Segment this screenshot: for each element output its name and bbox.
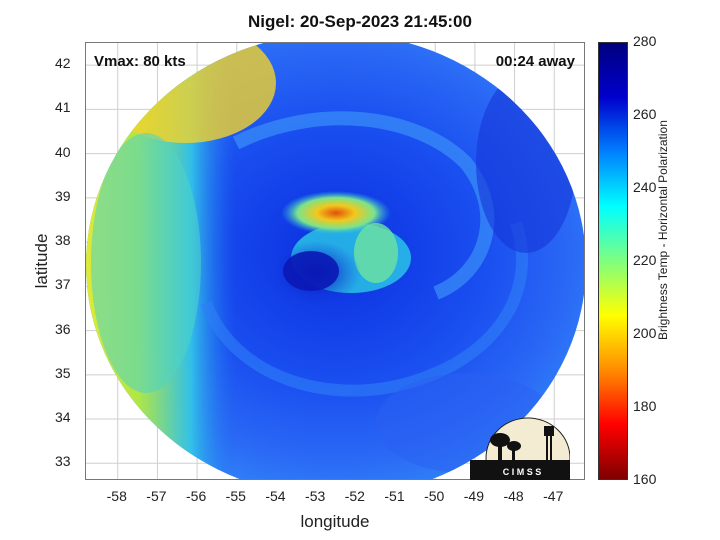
x-axis-label: longitude	[300, 512, 370, 531]
y-tick-label: 33	[55, 453, 71, 470]
y-tick-label: 40	[55, 143, 71, 160]
plot-area: Vmax: 80 kts 00:24 away	[85, 42, 585, 480]
time-away-label: 00:24 away	[495, 53, 575, 70]
colorbar-tick-label: 240	[633, 179, 657, 195]
y-axis-label: latitude	[32, 233, 51, 289]
x-tick-label: -56	[185, 488, 207, 504]
colorbar-tick-label: 280	[633, 33, 657, 49]
y-tick-label: 36	[55, 320, 71, 337]
x-tick-label: -57	[146, 488, 167, 504]
y-tick-label: 42	[55, 55, 71, 72]
y-tick-label: 39	[55, 187, 71, 204]
y-tick-label: 34	[55, 409, 71, 426]
y-tick-label: 41	[55, 99, 71, 116]
cimss-logo: C I M S S	[470, 410, 571, 499]
colorbar-tick-label: 220	[633, 252, 657, 268]
colorbar-tick-label: 180	[633, 398, 657, 414]
colorbar-label: Brightness Temp - Horizontal Polarizatio…	[656, 120, 670, 340]
x-tick-label: -47	[543, 488, 564, 504]
vmax-label: Vmax: 80 kts	[94, 53, 186, 70]
colorbar	[598, 42, 628, 480]
y-tick-label: 38	[55, 232, 71, 249]
colorbar-tick-label: 160	[633, 471, 657, 487]
x-tick-label: -48	[503, 488, 524, 504]
colorbar-tick-label: 200	[633, 325, 657, 341]
x-tick-label: -54	[265, 488, 286, 504]
x-tick-label: -50	[424, 488, 445, 504]
colorbar-tick-label: 260	[633, 106, 657, 122]
x-tick-label: -52	[344, 488, 365, 504]
satellite-swath-map	[86, 43, 584, 479]
map-title: Nigel: 20-Sep-2023 21:45:00	[248, 12, 472, 31]
x-tick-label: -58	[106, 488, 127, 504]
logo-text: C I M S S	[503, 467, 542, 477]
x-tick-label: -49	[463, 488, 484, 504]
x-tick-label: -53	[305, 488, 326, 504]
y-tick-label: 35	[55, 364, 71, 381]
x-tick-label: -55	[225, 488, 246, 504]
y-tick-label: 37	[55, 276, 71, 293]
x-tick-label: -51	[384, 488, 405, 504]
